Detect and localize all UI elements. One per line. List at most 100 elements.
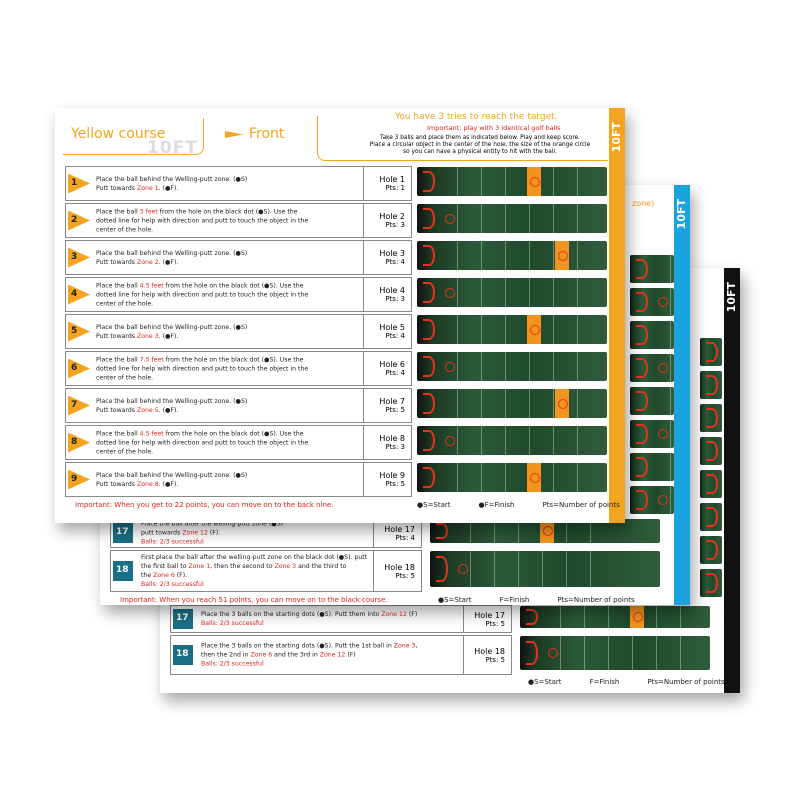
- grid-line: [680, 606, 681, 628]
- hole-points: Pts: 3: [385, 295, 405, 303]
- grid-line: [670, 387, 671, 415]
- hole-number: 2: [71, 214, 78, 225]
- hole-description: Place the ball behind the Welling-putt z…: [96, 175, 247, 193]
- legend-item: Pts=Number of points: [647, 678, 725, 686]
- grid-line: [529, 204, 530, 233]
- side-label: Front: [249, 126, 285, 142]
- start-arc: [706, 441, 718, 461]
- hole-score: Hole 6 Pts: 4: [363, 352, 411, 385]
- hole-label: Hole 8: [379, 434, 405, 443]
- tab-label: 10FT: [610, 122, 623, 153]
- description-part: Place the ball: [96, 356, 140, 363]
- hole-description: Place the 3 balls on the starting dots (…: [201, 642, 417, 669]
- description-part: Zone 3: [274, 563, 297, 570]
- hole-description: Place the 3 balls on the starting dots (…: [201, 610, 417, 628]
- grid-line: [505, 241, 506, 270]
- grid-line: [457, 241, 458, 270]
- putting-green-image: [417, 241, 607, 270]
- description-part: Place the ball after the welling-putt zo…: [141, 520, 284, 537]
- putting-green-image: [630, 321, 674, 349]
- putting-green-image: [700, 404, 722, 432]
- hole-description: Place the ball 7.5 feet from the hole on…: [96, 355, 308, 382]
- hole-badge: 5: [68, 321, 90, 342]
- hole-score: Hole 3 Pts: 4: [363, 241, 411, 274]
- grid-line: [529, 352, 530, 381]
- start-arc: [423, 319, 435, 340]
- hole-number: 7: [71, 399, 78, 410]
- start-arc: [423, 356, 435, 377]
- grid-line: [577, 463, 578, 492]
- description-part: from the hole on the black dot (●S). Use…: [96, 208, 309, 233]
- grid-line: [542, 551, 543, 587]
- target-circle: [558, 250, 568, 261]
- putting-green-image: [417, 278, 607, 307]
- grid-line: [680, 636, 681, 670]
- grid-line: [494, 551, 495, 587]
- hole-points: Pts: 5: [485, 619, 505, 628]
- hole-badge: 3: [68, 247, 90, 268]
- grid-line: [670, 453, 671, 481]
- grid-line: [553, 278, 554, 307]
- grid-line: [529, 426, 530, 455]
- target-circle: [548, 648, 558, 658]
- start-arc: [526, 609, 538, 625]
- grid-line: [656, 636, 657, 670]
- grid-line: [481, 352, 482, 381]
- hole-number: 17: [176, 613, 189, 623]
- legend-item: F=Finish: [499, 596, 530, 604]
- description-part: Balls: 2/3 successful: [201, 620, 264, 627]
- grid-line: [608, 636, 609, 670]
- hole-row: 1 Place the ball behind the Welling-putt …: [65, 166, 412, 201]
- description-part: First place the ball after the welling-p…: [141, 554, 368, 570]
- grid-line: [590, 519, 591, 543]
- grid-line: [577, 426, 578, 455]
- start-arc: [636, 358, 648, 378]
- putting-green-image: [700, 437, 722, 465]
- putting-green-image: [700, 371, 722, 399]
- putting-green-image: [417, 315, 607, 344]
- grid-line: [470, 551, 471, 587]
- hole-badge: 6: [68, 358, 90, 379]
- description-part: 4.5 feet: [139, 282, 164, 289]
- hole-score: Hole 4 Pts: 3: [363, 278, 411, 311]
- grid-line: [457, 167, 458, 196]
- tab-label: 10FT: [675, 199, 688, 230]
- hole-points: Pts: 5: [385, 480, 405, 488]
- grid-line: [457, 389, 458, 418]
- hole-points: Pts: 4: [385, 369, 405, 377]
- start-arc: [423, 171, 435, 192]
- start-arc: [706, 342, 718, 362]
- legend-item: ●S=Start: [417, 501, 451, 509]
- grid-line: [560, 606, 561, 628]
- grid-line: [494, 519, 495, 543]
- description-part: . (●F).: [158, 406, 179, 414]
- start-arc: [636, 292, 648, 312]
- putting-green-image: [417, 352, 607, 381]
- grid-line: [505, 389, 506, 418]
- grid-line: [481, 315, 482, 344]
- grid-line: [529, 278, 530, 307]
- grid-line: [670, 420, 671, 448]
- hole-label: Hole 18: [384, 562, 415, 572]
- putting-green-image: [630, 387, 674, 415]
- description-part: Balls: 2/3 successful: [141, 538, 204, 546]
- grid-line: [566, 551, 567, 587]
- hole-row: 5 Place the ball behind the Welling-putt …: [65, 314, 412, 349]
- target-circle: [543, 526, 553, 536]
- grid-line: [584, 636, 585, 670]
- grid-line: [632, 636, 633, 670]
- description-part: Zone 3: [393, 642, 416, 650]
- grid-line: [470, 519, 471, 543]
- grid-line: [505, 352, 506, 381]
- grid-line: [457, 463, 458, 492]
- legend-item: Pts=Number of points: [557, 596, 635, 604]
- description-part: Place the ball: [96, 282, 140, 289]
- hole-row: 7 Place the ball behind the Welling-putt …: [65, 388, 412, 423]
- target-circle: [445, 435, 455, 446]
- hole-score: Hole 5 Pts: 4: [363, 315, 411, 348]
- putting-green-image: [520, 606, 710, 628]
- grid-line: [670, 486, 671, 514]
- start-arc: [636, 391, 648, 411]
- grid-line: [505, 463, 506, 492]
- hole-number: 1: [71, 177, 78, 188]
